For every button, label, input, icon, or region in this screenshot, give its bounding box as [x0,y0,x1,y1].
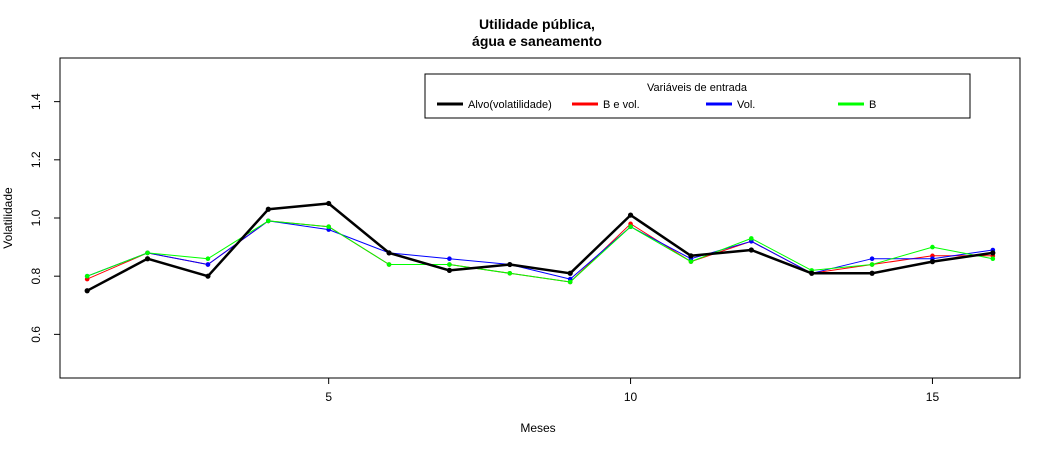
series-3-point-1 [144,256,151,262]
series-2-point-2 [205,256,211,262]
series-2-point-1 [145,250,150,256]
chart-title-line-2: água e saneamento [472,33,602,49]
x-tick-label-0: 5 [325,390,332,404]
series-1-point-2 [205,262,211,267]
legend-box [424,73,971,119]
series-layer [84,200,996,294]
legend-items: Alvo(volatilidade) B e vol. Vol. B [437,99,876,111]
series-3-point-8 [567,270,573,276]
series-3-point-9 [627,212,634,218]
legend-title: Variáveis de entrada [647,82,748,94]
series-2-point-14 [930,244,935,250]
series-2-point-8 [567,279,573,285]
y-tick-label-2: 1.0 [29,209,43,226]
series-3 [84,200,996,294]
y-tick-label-1: 0.8 [29,268,43,285]
y-tick-label-0: 0.6 [29,326,43,343]
series-1-point-6 [447,256,452,262]
series-3-point-7 [507,261,513,268]
legend: Variáveis de entrada Alvo(volatilidade) B… [424,73,971,119]
series-2-point-3 [266,218,271,224]
series-line-1 [87,220,993,280]
legend-label-3: B [869,99,876,111]
series-2-point-4 [326,224,331,230]
series-3-point-0 [84,288,90,294]
series-3-point-6 [446,267,453,273]
legend-label-2: Vol. [737,99,755,111]
series-2-point-11 [749,236,754,241]
series-3-point-4 [326,200,332,207]
series-2-point-0 [84,273,90,279]
series-3-point-3 [265,206,271,212]
y-axis-label: Volatilidade [1,187,15,249]
y-tick-label-4: 1.4 [29,93,43,110]
series-3-point-12 [809,270,815,276]
x-tick-label-1: 10 [624,390,638,404]
x-axis: 5 10 15 [325,378,939,404]
legend-label-0: Alvo(volatilidade) [468,99,552,111]
series-2-point-13 [869,262,875,267]
series-3-point-15 [990,250,996,256]
series-2-point-6 [447,262,452,267]
series-3-point-5 [386,250,392,256]
series-3-point-10 [688,253,694,259]
series-2-point-5 [386,262,392,267]
series-line-3 [86,202,993,292]
series-3-point-14 [929,259,936,265]
series-2-point-10 [688,259,694,264]
series-3-point-2 [205,273,211,279]
y-axis: 0.6 0.8 1.0 1.2 1.4 [29,93,60,343]
y-tick-label-3: 1.2 [29,151,43,168]
legend-label-1: B e vol. [603,99,640,111]
x-axis-label: Meses [520,421,555,435]
series-1-point-13 [869,256,875,262]
series-3-point-13 [869,270,875,276]
series-line-2 [87,220,993,283]
series-2-point-15 [990,256,996,262]
series-2-point-9 [628,224,633,230]
series-2-point-7 [507,270,513,276]
series-2 [84,218,996,285]
chart-title-line-1: Utilidade pública, [479,16,595,32]
x-tick-label-2: 15 [926,390,940,404]
series-3-point-11 [748,247,754,253]
